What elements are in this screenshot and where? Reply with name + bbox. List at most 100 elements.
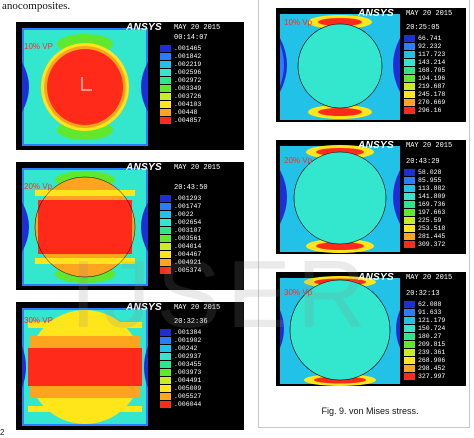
- legend-value: 66.741: [418, 34, 442, 42]
- contour-panel-left-30vp: ANSYS MAY 20 2015 20:32:36 30% VP .00138…: [16, 302, 244, 430]
- legend-swatch: [160, 368, 171, 376]
- right-figure-frame: [258, 0, 470, 428]
- legend-entry: 281.445: [404, 232, 445, 240]
- ansys-logo: ANSYS: [126, 22, 162, 33]
- timestamp-date: MAY 20 2015: [406, 10, 453, 18]
- legend-value: 239.361: [418, 348, 446, 356]
- legend-swatch: [160, 202, 171, 210]
- contour-legend: 62.088 91.633 121.179 150.724 180.27 209.815 2…: [404, 300, 445, 380]
- legend-swatch: [404, 50, 415, 58]
- legend-value: 194.196: [418, 74, 446, 82]
- legend-entry: .004103: [160, 100, 201, 108]
- legend-entry: .004014: [160, 242, 201, 250]
- contour-legend: .001293.001747.0022.002654.003107.003561…: [160, 194, 201, 274]
- legend-swatch: [404, 300, 415, 308]
- volume-fraction-label: 30% VP: [24, 316, 53, 325]
- legend-swatch: [160, 218, 171, 226]
- legend-swatch: [160, 336, 171, 344]
- legend-entry: .001842: [160, 52, 201, 60]
- legend-value: 298.452: [418, 364, 446, 372]
- legend-swatch: [404, 216, 415, 224]
- legend-entry: .0022: [160, 210, 201, 218]
- legend-value: 327.997: [418, 372, 446, 380]
- legend-entry: .005009: [160, 384, 201, 392]
- legend-swatch: [404, 42, 415, 50]
- timestamp-time: 20:25:05: [406, 24, 440, 32]
- legend-value: 296.16: [418, 106, 442, 114]
- legend-entry: 296.16: [404, 106, 445, 114]
- legend-value: 92.232: [418, 42, 442, 50]
- legend-value: .004103: [174, 100, 202, 108]
- legend-swatch: [160, 384, 171, 392]
- legend-value: 117.723: [418, 50, 446, 58]
- legend-entry: .001902: [160, 336, 201, 344]
- legend-entry: 225.59: [404, 216, 445, 224]
- ansys-logo: ANSYS: [126, 162, 162, 173]
- volume-fraction-label: 20% Vp: [284, 156, 313, 165]
- legend-swatch: [160, 242, 171, 250]
- timestamp-time: 20:32:36: [174, 318, 208, 326]
- volume-fraction-label: 10% Vp: [284, 18, 313, 27]
- legend-swatch: [404, 316, 415, 324]
- contour-legend: 58.028 85.955 113.882 141.809 169.736 197.663…: [404, 168, 445, 248]
- legend-value: .00242: [174, 344, 198, 352]
- legend-entry: .002654: [160, 218, 201, 226]
- legend-swatch: [404, 348, 415, 356]
- contour-panel-right-30vp: ANSYS MAY 20 2015 20:32:13 30% Vp 62.088…: [276, 272, 466, 386]
- legend-entry: 298.452: [404, 364, 445, 372]
- legend-entry: .00448: [160, 108, 201, 116]
- contour-legend: 66.741 92.232 117.723 143.214 168.705 194.196…: [404, 34, 445, 114]
- legend-value: 141.809: [418, 192, 446, 200]
- legend-entry: 117.723: [404, 50, 445, 58]
- legend-swatch: [160, 360, 171, 368]
- legend-value: 309.372: [418, 240, 446, 248]
- legend-value: .001465: [174, 44, 202, 52]
- contour-plot: [22, 28, 148, 146]
- legend-entry: 245.178: [404, 90, 445, 98]
- legend-entry: .001384: [160, 328, 201, 336]
- legend-value: .004921: [174, 258, 202, 266]
- legend-swatch: [404, 232, 415, 240]
- legend-value: 281.445: [418, 232, 446, 240]
- legend-entry: 62.088: [404, 300, 445, 308]
- legend-swatch: [404, 192, 415, 200]
- legend-entry: .002596: [160, 68, 201, 76]
- legend-value: 168.705: [418, 66, 446, 74]
- legend-entry: 143.214: [404, 58, 445, 66]
- legend-entry: .002937: [160, 352, 201, 360]
- volume-fraction-label: 20% Vp: [24, 182, 53, 191]
- legend-entry: .001465: [160, 44, 201, 52]
- legend-value: .003973: [174, 368, 202, 376]
- legend-value: .004014: [174, 242, 202, 250]
- legend-swatch: [160, 108, 171, 116]
- legend-entry: 121.179: [404, 316, 445, 324]
- legend-value: .002972: [174, 76, 202, 84]
- legend-swatch: [404, 332, 415, 340]
- legend-swatch: [404, 364, 415, 372]
- legend-value: .001293: [174, 194, 202, 202]
- legend-swatch: [160, 352, 171, 360]
- top-caption: anocomposites.: [2, 0, 71, 12]
- legend-value: 180.27: [418, 332, 442, 340]
- legend-value: .004491: [174, 376, 202, 384]
- ansys-logo: ANSYS: [126, 302, 162, 313]
- legend-entry: .004491: [160, 376, 201, 384]
- legend-value: 150.724: [418, 324, 446, 332]
- legend-value: .002937: [174, 352, 202, 360]
- legend-swatch: [404, 34, 415, 42]
- legend-entry: 141.809: [404, 192, 445, 200]
- legend-entry: 180.27: [404, 332, 445, 340]
- legend-swatch: [160, 234, 171, 242]
- legend-swatch: [404, 168, 415, 176]
- legend-entry: 169.736: [404, 200, 445, 208]
- legend-value: .00448: [174, 108, 198, 116]
- legend-entry: 327.997: [404, 372, 445, 380]
- timestamp-date: MAY 20 2015: [174, 164, 221, 172]
- legend-entry: .005527: [160, 392, 201, 400]
- legend-entry: .003561: [160, 234, 201, 242]
- legend-entry: 168.705: [404, 66, 445, 74]
- contour-plot: [280, 276, 400, 386]
- legend-value: .002596: [174, 68, 202, 76]
- legend-entry: 209.815: [404, 340, 445, 348]
- legend-swatch: [404, 200, 415, 208]
